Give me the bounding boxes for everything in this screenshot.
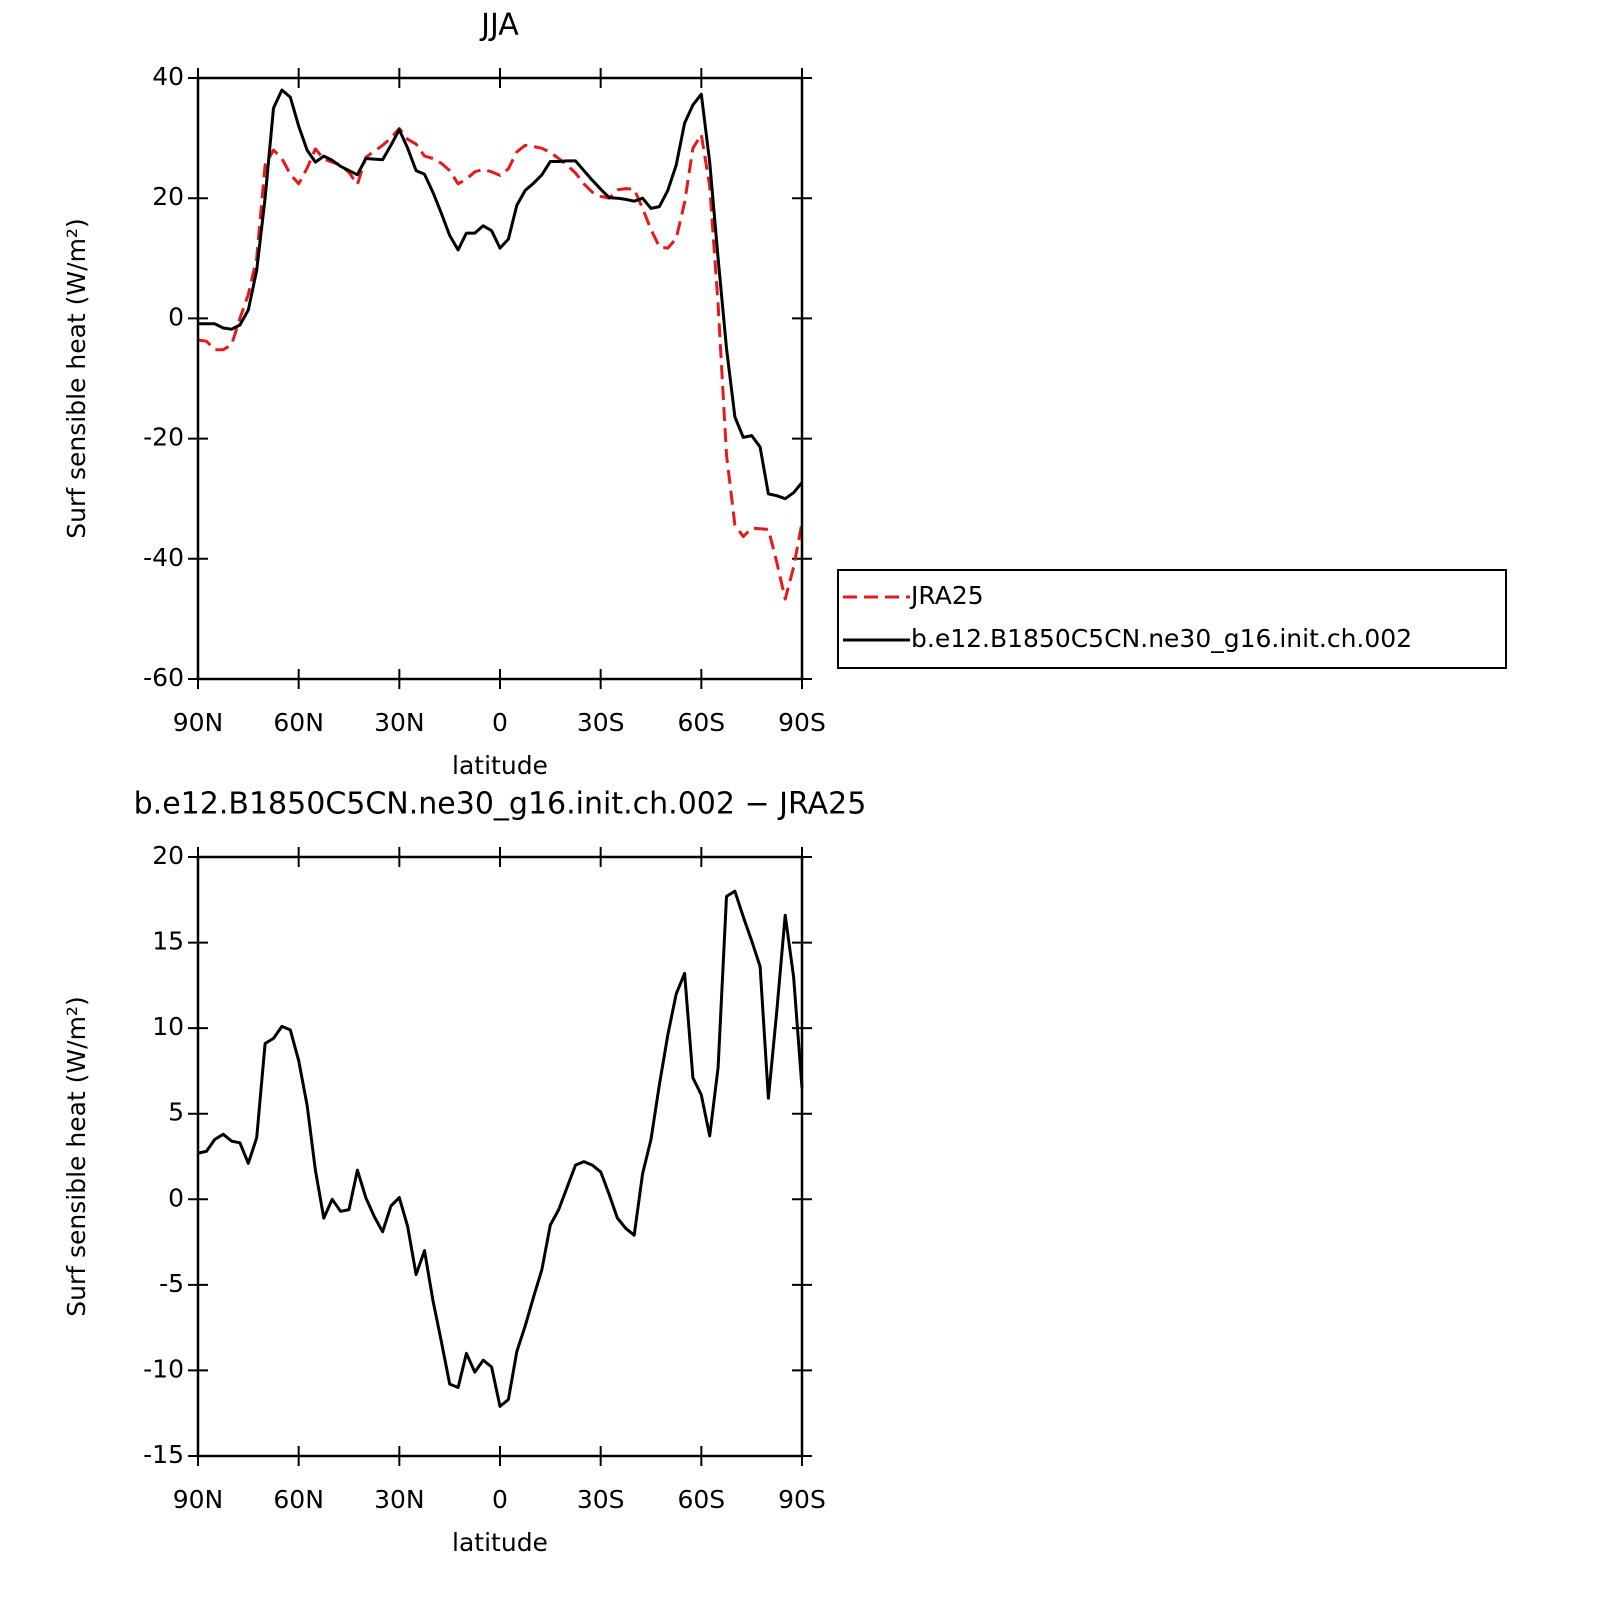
x-tick-label: 90S xyxy=(778,708,826,737)
chart-title: b.e12.B1850C5CN.ne30_g16.init.ch.002 − J… xyxy=(134,787,867,822)
x-tick-label: 60N xyxy=(273,1485,324,1514)
y-tick-label: 20 xyxy=(152,182,184,211)
x-tick-label: 0 xyxy=(492,708,508,737)
y-tick-label: 10 xyxy=(152,1012,184,1041)
x-tick-label: 60S xyxy=(677,708,725,737)
plot-frame xyxy=(196,855,804,1458)
x-tick-label: 90N xyxy=(173,1485,224,1514)
legend-label: b.e12.B1850C5CN.ne30_g16.init.ch.002 xyxy=(911,624,1412,653)
x-tick-label: 60S xyxy=(677,1485,725,1514)
y-tick-label: 5 xyxy=(168,1098,184,1127)
y-tick-label: -10 xyxy=(143,1354,184,1383)
data-line xyxy=(197,127,804,601)
y-tick-label: 15 xyxy=(152,927,184,956)
x-axis-label: latitude xyxy=(452,1528,548,1557)
x-tick-label: 0 xyxy=(492,1485,508,1514)
y-tick-label: -40 xyxy=(143,543,184,572)
y-axis-label: Surf sensible heat (W/m²) xyxy=(62,218,91,538)
legend-label: JRA25 xyxy=(909,581,984,610)
x-tick-label: 30N xyxy=(374,708,425,737)
x-tick-label: 90S xyxy=(778,1485,826,1514)
plot-frame xyxy=(196,76,804,681)
x-tick-label: 90N xyxy=(173,708,224,737)
y-tick-label: 40 xyxy=(152,62,184,91)
y-tick-label: 0 xyxy=(168,1183,184,1212)
chart-title: JJA xyxy=(479,8,519,43)
x-tick-label: 30S xyxy=(577,708,625,737)
y-tick-label: -5 xyxy=(159,1269,184,1298)
x-tick-label: 60N xyxy=(273,708,324,737)
y-axis-label: Surf sensible heat (W/m²) xyxy=(62,996,91,1316)
legend-box xyxy=(837,569,1507,669)
x-axis-label: latitude xyxy=(452,751,548,780)
x-tick-label: 30N xyxy=(374,1485,425,1514)
y-tick-label: -20 xyxy=(143,423,184,452)
y-tick-label: -60 xyxy=(143,663,184,692)
data-line xyxy=(198,88,804,501)
data-line xyxy=(197,889,804,1408)
y-tick-label: -15 xyxy=(143,1440,184,1469)
y-tick-label: 20 xyxy=(152,841,184,870)
y-tick-label: 0 xyxy=(168,302,184,331)
x-tick-label: 30S xyxy=(577,1485,625,1514)
